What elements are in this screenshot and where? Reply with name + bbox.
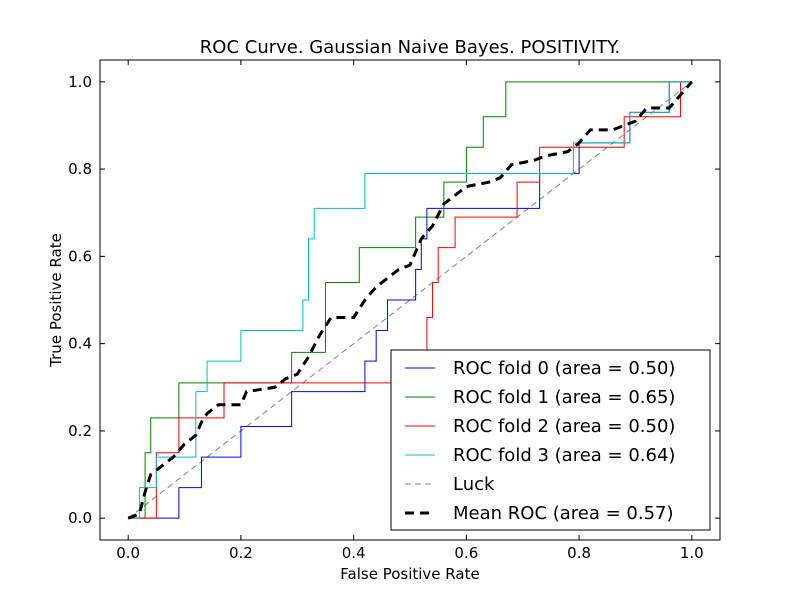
y-axis-label: True Positive Rate — [47, 233, 65, 368]
x-tick-label: 0.8 — [567, 544, 591, 562]
y-tick-label: 0.4 — [68, 335, 92, 353]
series-line-roc-fold-2-area-0-50 — [128, 81, 692, 519]
legend: ROC fold 0 (area = 0.50) ROC fold 1 (area… — [390, 349, 711, 531]
plot-frame — [99, 59, 721, 541]
x-tick-label: 1.0 — [680, 544, 704, 562]
x-tick-label: 0.4 — [342, 544, 366, 562]
y-tick-label: 0.6 — [68, 247, 92, 265]
legend-entry: ROC fold 0 (area = 0.50) — [453, 358, 675, 379]
series-line-roc-fold-1-area-0-65 — [128, 81, 692, 519]
chart-title: ROC Curve. Gaussian Naive Bayes. POSITIV… — [200, 37, 620, 58]
series-line-roc-fold-3-area-0-64 — [128, 81, 692, 519]
legend-entry: ROC fold 1 (area = 0.65) — [453, 387, 675, 408]
x-axis-label: False Positive Rate — [340, 565, 479, 583]
plot-area: 0.0 0.2 0.4 0.6 0.8 1.0 0.0 0.2 0.4 0.6 0.8 1.0 — [68, 59, 721, 562]
y-tick-label: 1.0 — [68, 73, 92, 91]
y-tick-label: 0.2 — [68, 422, 92, 440]
legend-entry: Luck — [453, 474, 495, 495]
x-tick-label: 0.2 — [229, 544, 253, 562]
y-tick-label: 0.8 — [68, 160, 92, 178]
series-line-luck — [127, 81, 693, 519]
series-line-mean-roc-area-0-57 — [127, 80, 693, 520]
x-tick-label: 0.6 — [454, 544, 478, 562]
legend-box — [390, 349, 711, 531]
legend-entry: ROC fold 3 (area = 0.64) — [453, 445, 675, 466]
x-tick-label: 0.0 — [116, 544, 140, 562]
legend-entry: Mean ROC (area = 0.57) — [453, 503, 674, 524]
y-tick-label: 0.0 — [68, 509, 92, 527]
legend-entry: ROC fold 2 (area = 0.50) — [453, 416, 675, 437]
